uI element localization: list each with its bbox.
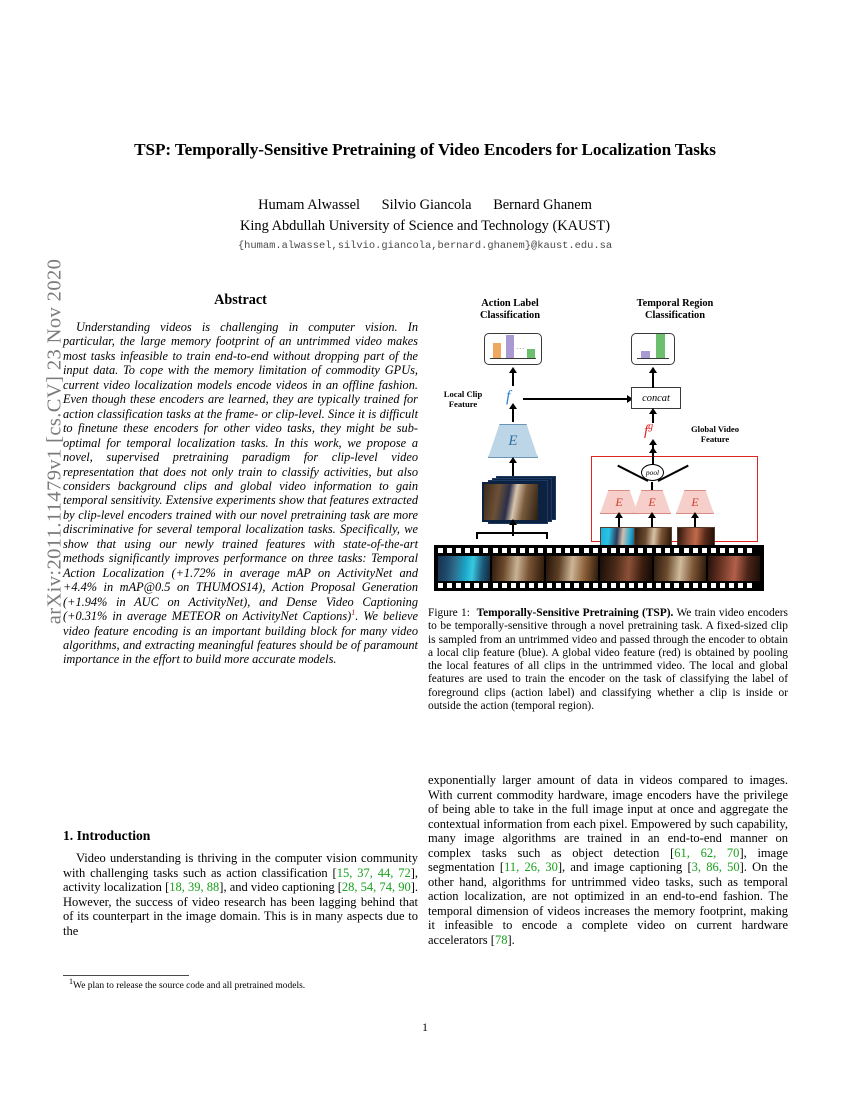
bar-orange [493,343,501,358]
film-frame [438,556,490,581]
arrow-concat-to-region [652,372,655,388]
intro-text-c: ], and video captioning [ [219,880,342,895]
author-1: Humam Alwassel [258,197,361,213]
pool-branch-mid [651,482,653,492]
introduction-section: 1. Introduction Video understanding is t… [63,828,418,938]
chart-axis [490,357,536,359]
affiliation: King Abdullah University of Science and … [239,218,611,234]
global-clip-thumbnail-1 [600,527,638,548]
global-feature-f: f [644,423,649,439]
local-clip-stack [480,476,556,524]
arrow-film-to-clip [512,524,515,536]
arrow-local-to-concat [523,398,628,401]
footnote-body: We plan to release the source code and a… [73,981,306,991]
global-feature-symbol: fg [644,421,654,440]
temporal-region-chart [631,333,675,365]
citation-group-5[interactable]: 11, 26, 30 [504,860,558,875]
encoder-label: E [615,494,623,509]
citation-group-6[interactable]: 3, 86, 50 [691,860,740,875]
figure-caption-text: We train video encoders to be temporally… [428,607,788,713]
action-label-chart: ··· [484,333,542,365]
page-number: 1 [422,1021,428,1034]
right-text-e: ]. [507,933,515,948]
global-feature-g: g [648,421,654,432]
abstract-body: Understanding videos is challenging in c… [63,320,418,624]
chart-axis [637,357,669,359]
introduction-heading: 1. Introduction [63,828,151,843]
citation-group-2[interactable]: 18, 39, 88 [169,880,220,895]
film-frame [546,556,598,581]
temporal-region-classification-label: Temporal Region Classification [636,298,714,322]
citation-group-4[interactable]: 61, 62, 70 [674,845,740,860]
abstract-heading: Abstract [214,292,267,308]
figure-caption: Figure 1: Temporally-Sensitive Pretraini… [428,607,788,713]
film-strip [434,545,764,591]
global-feature-group-box [591,456,758,542]
pool-label: pool [645,468,660,477]
intro-text-d: ]. However, the success of video researc… [63,880,419,938]
author-emails: {humam.alwassel,silvio.giancola,bernard.… [237,240,613,252]
arrow-encoder-to-local [512,408,515,422]
author-2: Silvio Giancola [381,197,472,213]
author-list: Humam Alwassel Silvio Giancola Bernard G… [60,197,790,214]
film-frames [438,556,760,581]
abstract-text: Understanding videos is challenging in c… [63,320,418,667]
left-column: Abstract Understanding videos is challen… [63,292,418,667]
action-label-classification-label: Action Label Classification [479,298,541,322]
bar-purple [506,335,514,358]
right-text-a: exponentially larger amount of data in v… [428,773,788,860]
right-column: exponentially larger amount of data in v… [428,773,788,948]
arrow-clip1-to-encoder [618,517,621,527]
intro-text-b: ], activity localization [ [63,865,419,895]
film-frame [708,556,760,581]
bar-green [656,334,665,358]
global-video-feature-label: Global Video Feature [691,424,739,444]
citation-group-1[interactable]: 15, 37, 44, 72 [336,865,411,880]
bar-green [527,349,535,358]
abstract-footnote-marker: 1 [351,607,356,617]
right-text-b: ], image segmentation [ [428,845,788,875]
citation-group-3[interactable]: 28, 54, 74, 90 [341,880,411,895]
author-3: Bernard Ghanem [493,197,592,213]
film-perforations-top [438,548,753,553]
abstract-body-tail: . We believe video feature encoding is a… [63,609,418,667]
concat-node: concat [631,387,681,409]
encoder-label: E [691,494,699,509]
introduction-paragraph: Video understanding is thriving in the c… [63,851,418,938]
encoder-label: E [648,494,656,509]
ellipsis-dots: ··· [516,345,526,353]
arrow-clip3-to-encoder [694,517,697,527]
film-frame [492,556,544,581]
arrow-clip2-to-encoder [651,517,654,527]
global-clip-thumbnail-3 [677,527,715,548]
arrow-clip-to-encoder [512,462,515,476]
bar-purple [641,351,650,358]
arrow-pool-out [652,452,655,465]
local-feature-symbol: f [506,388,511,405]
film-perforations-bottom [438,583,753,588]
intro-text-a: Video understanding is thriving in the c… [63,851,418,880]
footnote-marker: 1 [69,976,73,986]
page-title: TSP: Temporally-Sensitive Pretraining of… [134,140,716,159]
encoder-label: E [508,432,518,449]
right-column-paragraph: exponentially larger amount of data in v… [428,773,788,948]
right-text-d: ]. On the other hand, algorithms for unt… [428,860,788,948]
right-text-c: ], and image captioning [ [557,860,692,875]
encoder-local-trapezoid: E [488,424,538,458]
film-frame [654,556,706,581]
figure-caption-label: Figure 1: [428,607,470,619]
arrow-to-action-chart [512,372,515,386]
citation-group-7[interactable]: 78 [494,933,508,948]
footnote-rule [63,975,189,976]
figure-1-diagram: Action Label Classification Temporal Reg… [428,296,788,596]
figure-caption-bold: Temporally-Sensitive Pretraining (TSP). [476,607,674,619]
local-clip-feature-label: Local Clip Feature [443,389,483,409]
footnote-text: 1We plan to release the source code and … [63,977,418,992]
film-frame [600,556,652,581]
footnote: 1We plan to release the source code and … [63,975,418,992]
arrow-global-to-concat [652,413,655,423]
clip-thumbnail [482,482,540,522]
